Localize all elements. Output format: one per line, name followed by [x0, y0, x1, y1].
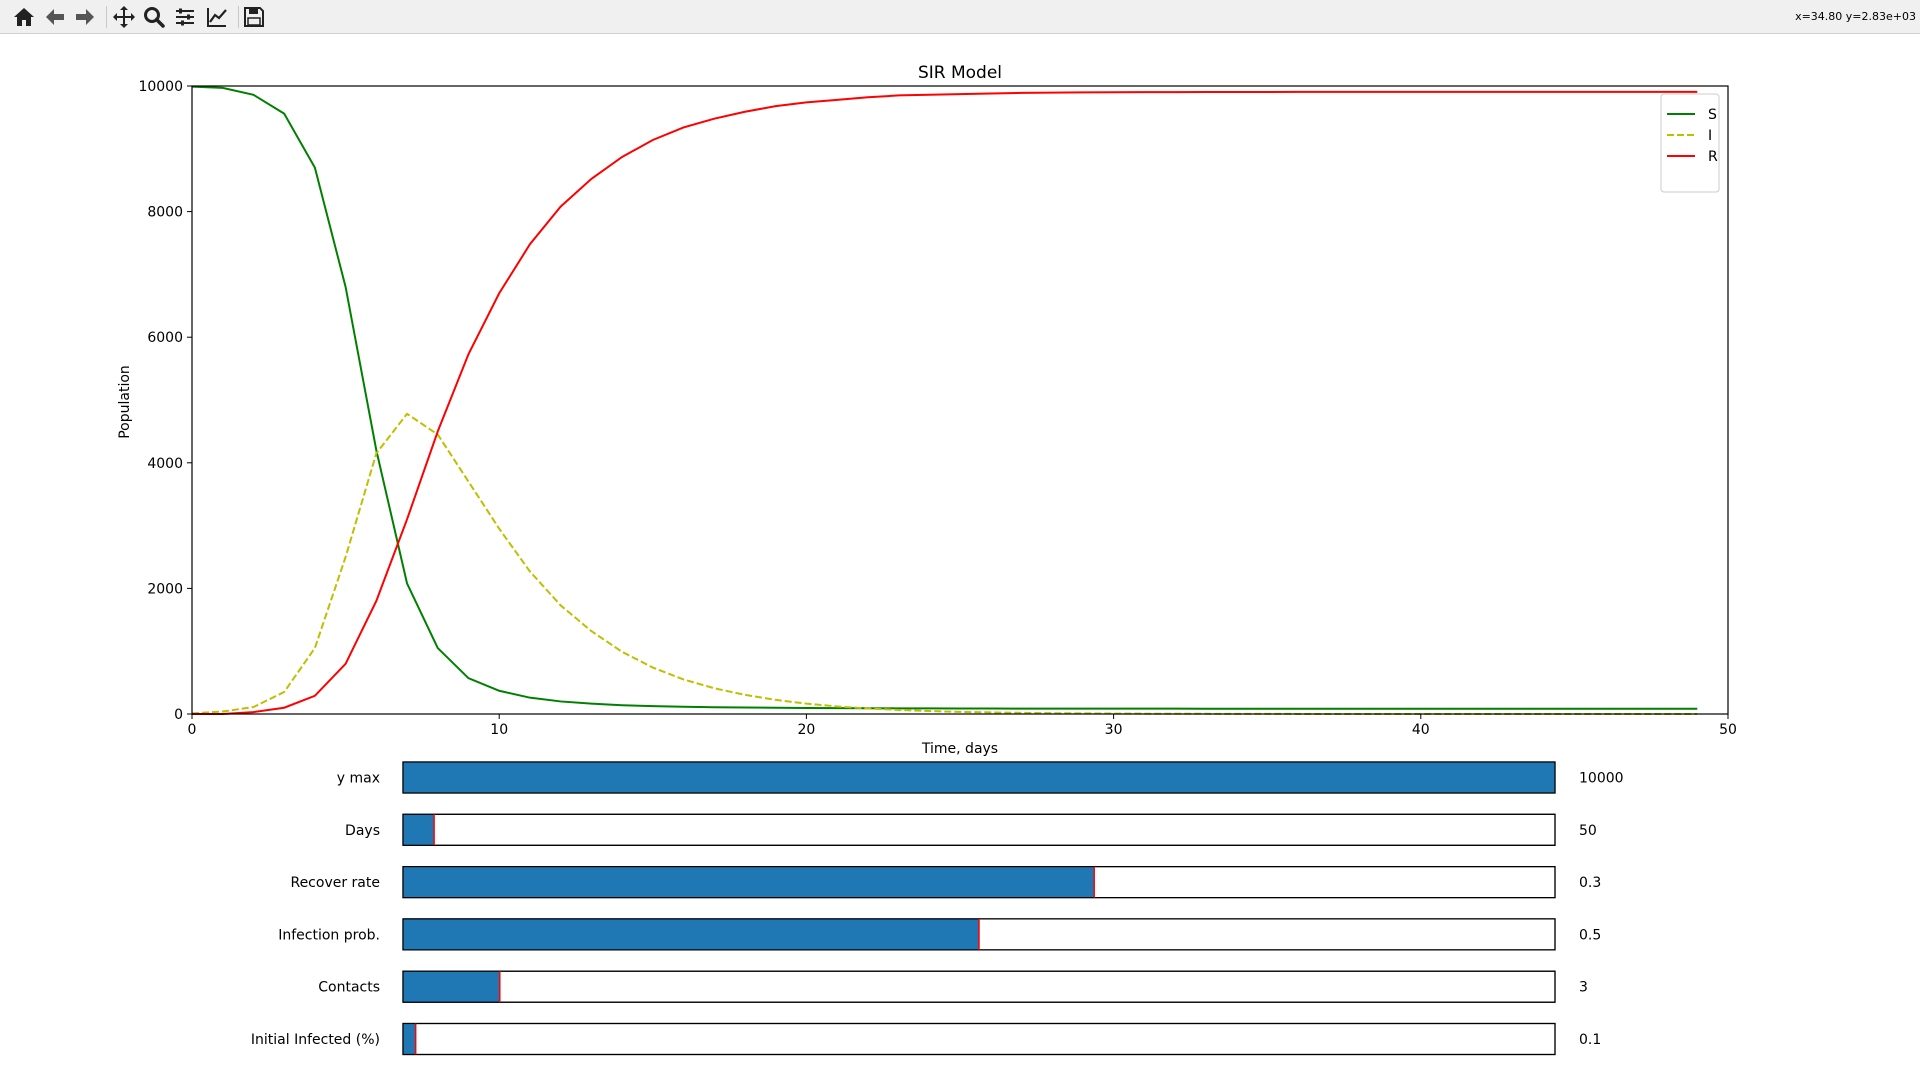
slider-label: Recover rate	[290, 875, 380, 891]
slider-value: 10000	[1579, 771, 1624, 787]
plot-frame	[191, 85, 1729, 715]
pan-button[interactable]	[110, 3, 138, 31]
toolbar-separator	[238, 6, 239, 28]
line-chart-icon	[207, 8, 227, 27]
slider-fill[interactable]	[403, 762, 1555, 793]
slider-border	[402, 813, 1556, 846]
zoom-button[interactable]	[140, 3, 168, 31]
legend-label-s: S	[1708, 107, 1717, 123]
x-tick-label: 0	[188, 722, 197, 738]
save-button[interactable]	[240, 3, 268, 31]
navigation-toolbar: x=34.80 y=2.83e+03	[0, 0, 1920, 34]
x-tick-label: 30	[1105, 722, 1123, 738]
edit-axes-button[interactable]	[203, 3, 231, 31]
x-axis: 0 10 20 30 40 50	[188, 714, 1737, 738]
home-button[interactable]	[10, 3, 38, 31]
home-icon	[14, 8, 34, 26]
y-tick-label: 6000	[147, 330, 183, 346]
plot-area[interactable]	[191, 85, 1729, 715]
slider-panel: y max 10000 Days 50 Recover rate 0.3 Infection…	[251, 761, 1624, 1056]
sliders-icon	[176, 8, 194, 26]
slider-fill[interactable]	[403, 866, 1095, 898]
back-button[interactable]	[41, 3, 69, 31]
y-axis: 0 2000 4000 6000 8000 10000	[138, 79, 192, 723]
slider-value: 50	[1579, 823, 1597, 839]
x-tick-label: 10	[490, 722, 508, 738]
coordinate-readout: x=34.80 y=2.83e+03	[1795, 10, 1916, 23]
slider-label: y max	[337, 771, 380, 787]
y-tick-label: 10000	[138, 79, 183, 95]
forward-button[interactable]	[71, 3, 99, 31]
y-axis-label: Population	[117, 365, 133, 439]
slider-fill[interactable]	[403, 918, 979, 950]
slider-label: Initial Infected (%)	[251, 1032, 380, 1048]
slider-border	[402, 761, 1556, 794]
move-icon	[113, 6, 135, 28]
slider-label: Contacts	[318, 980, 380, 996]
slider-border	[402, 970, 1556, 1003]
legend-frame	[1660, 93, 1720, 193]
configure-subplots-button[interactable]	[171, 3, 199, 31]
x-tick-label: 20	[797, 722, 815, 738]
slider-value: 3	[1579, 980, 1588, 996]
y-tick-label: 8000	[147, 205, 183, 221]
chart-title: SIR Model	[918, 63, 1002, 83]
y-tick-label: 2000	[147, 581, 183, 597]
series-line-s	[191, 85, 1698, 710]
y-tick-label: 0	[174, 707, 183, 723]
figure-canvas: SIR Model 0 10 20 30 40 50 0 2000 4000 6000 8000 1…	[117, 63, 1737, 1056]
legend: SIR	[1660, 93, 1720, 193]
slider-label: Infection prob.	[278, 927, 380, 943]
slider-value: 0.3	[1579, 875, 1601, 891]
slider-track[interactable]	[402, 813, 1556, 846]
slider-fill[interactable]	[403, 1023, 416, 1055]
x-tick-label: 40	[1412, 722, 1430, 738]
slider-value: 0.1	[1579, 1032, 1601, 1048]
slider-track[interactable]	[402, 1022, 1556, 1056]
save-icon	[244, 7, 264, 27]
slider-value: 0.5	[1579, 927, 1601, 943]
slider-fill[interactable]	[403, 971, 500, 1003]
arrow-left-icon	[46, 9, 64, 25]
plot-background	[192, 86, 1728, 714]
x-axis-label: Time, days	[921, 741, 998, 757]
slider-track[interactable]	[402, 970, 1556, 1003]
slider-label: Days	[345, 823, 380, 839]
arrow-right-icon	[76, 9, 94, 25]
slider-border	[402, 865, 1556, 899]
toolbar-separator	[106, 6, 107, 28]
zoom-icon	[144, 7, 165, 28]
x-tick-label: 50	[1719, 722, 1737, 738]
slider-border	[402, 1022, 1556, 1056]
legend-label-r: R	[1708, 149, 1718, 165]
slider-fill[interactable]	[403, 814, 435, 846]
legend-label-i: I	[1708, 128, 1712, 144]
series-line-r	[192, 90, 1698, 715]
y-tick-label: 4000	[147, 456, 183, 472]
